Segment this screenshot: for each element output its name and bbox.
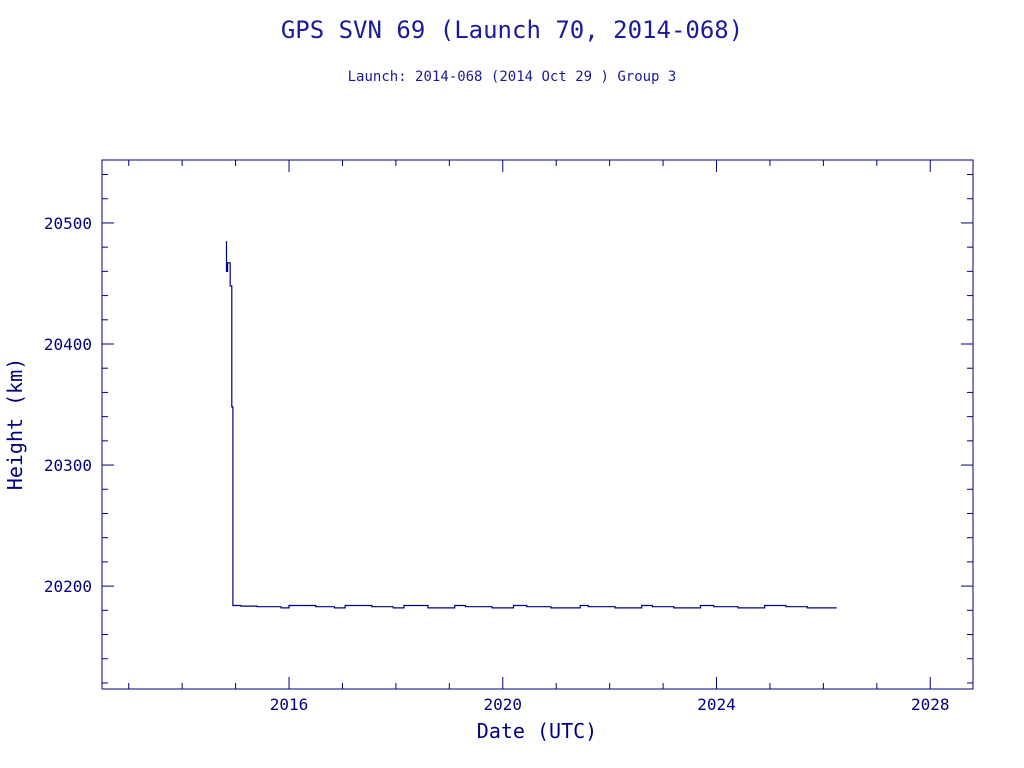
- x-tick-label: 2028: [911, 695, 950, 714]
- x-tick-label: 2016: [270, 695, 309, 714]
- chart-title: GPS SVN 69 (Launch 70, 2014-068): [281, 16, 743, 44]
- axis-ticks: [102, 160, 973, 689]
- height-series-line: [225, 241, 837, 609]
- x-tick-label: 2020: [484, 695, 523, 714]
- y-tick-label: 20300: [44, 456, 92, 475]
- plot-frame: [101, 159, 974, 690]
- y-tick-label: 20200: [44, 577, 92, 596]
- x-tick-label: 2024: [697, 695, 736, 714]
- x-axis-label: Date (UTC): [477, 719, 597, 743]
- y-axis-label: Height (km): [3, 358, 27, 490]
- y-tick-label: 20500: [44, 214, 92, 233]
- y-tick-label: 20400: [44, 335, 92, 354]
- chart-subtitle: Launch: 2014-068 (2014 Oct 29 ) Group 3: [348, 69, 677, 85]
- tick-labels: 2016 2020 2024 2028 20200 20300 20400 20500: [44, 214, 950, 714]
